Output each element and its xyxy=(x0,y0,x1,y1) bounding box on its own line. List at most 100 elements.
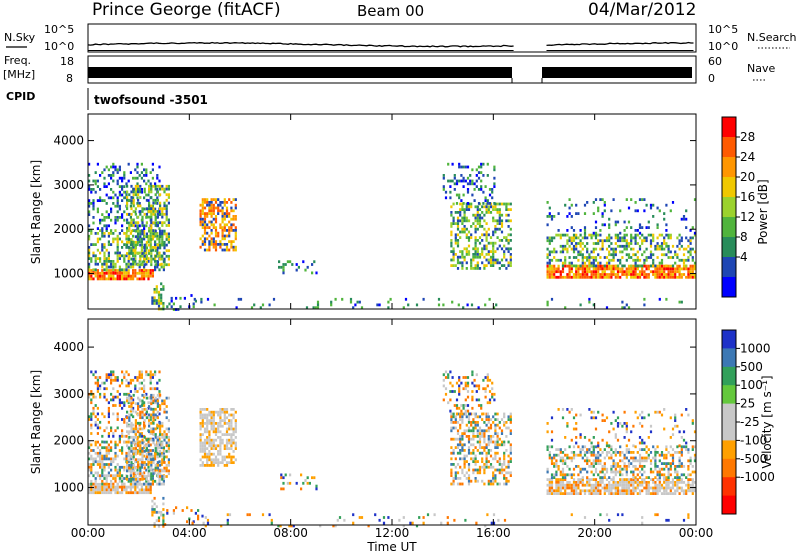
heatmap-cell xyxy=(149,171,152,174)
heatmap-cell xyxy=(492,241,495,245)
heatmap-cell xyxy=(145,410,148,414)
heatmap-cell xyxy=(561,264,565,268)
heatmap-cell xyxy=(139,466,142,470)
heatmap-cell xyxy=(638,448,642,451)
heatmap-cell xyxy=(150,452,153,456)
heatmap-cell xyxy=(145,251,148,255)
heatmap-cell xyxy=(130,196,133,199)
heatmap-cell xyxy=(165,263,168,267)
heatmap-cell xyxy=(137,402,140,406)
heatmap-cell xyxy=(134,168,137,172)
heatmap-cell xyxy=(154,240,157,244)
heatmap-cell xyxy=(156,265,159,269)
heatmap-cell xyxy=(579,413,582,417)
heatmap-cell xyxy=(234,206,237,210)
heatmap-cell xyxy=(129,474,132,478)
heatmap-cell xyxy=(581,253,584,257)
heatmap-cell xyxy=(161,184,164,188)
heatmap-cell xyxy=(143,229,146,232)
heatmap-cell xyxy=(583,445,587,449)
heatmap-cell xyxy=(460,165,463,169)
colorbar-segment xyxy=(722,277,736,298)
heatmap-cell xyxy=(487,440,490,444)
heatmap-cell xyxy=(129,265,132,269)
heatmap-cell xyxy=(594,258,598,262)
heatmap-cell xyxy=(101,227,104,230)
heatmap-cell xyxy=(575,256,578,259)
heatmap-cell xyxy=(481,225,484,228)
heatmap-cell xyxy=(154,396,157,400)
heatmap-cell xyxy=(123,176,126,180)
heatmap-cell xyxy=(398,518,401,522)
heatmap-cell xyxy=(90,488,93,492)
heatmap-cell xyxy=(649,451,653,454)
heatmap-cell xyxy=(656,206,659,210)
heatmap-cell xyxy=(455,182,459,186)
heatmap-cell xyxy=(463,454,466,458)
heatmap-cell xyxy=(476,449,479,452)
heatmap-cell xyxy=(645,492,648,495)
heatmap-cell xyxy=(139,204,142,208)
heatmap-cell xyxy=(132,423,135,427)
heatmap-cell xyxy=(149,488,152,492)
heatmap-cell xyxy=(667,473,670,477)
heatmap-cell xyxy=(138,174,141,177)
heatmap-cell xyxy=(586,470,589,474)
heatmap-cell xyxy=(579,253,582,257)
heatmap-cell xyxy=(140,274,143,278)
heatmap-cell xyxy=(99,395,102,399)
heatmap-cell xyxy=(230,240,233,243)
heatmap-cell xyxy=(219,436,222,439)
heatmap-cell xyxy=(630,451,633,454)
heatmap-cell xyxy=(627,478,631,481)
heatmap-cell xyxy=(509,412,512,416)
heatmap-cell xyxy=(652,456,655,460)
heatmap-cell xyxy=(116,415,119,419)
heatmap-cell xyxy=(687,267,690,271)
heatmap-cell xyxy=(151,299,154,302)
heatmap-cell xyxy=(149,443,152,447)
heatmap-cell xyxy=(456,261,460,265)
heatmap-cell xyxy=(141,449,144,453)
heatmap-cell xyxy=(568,270,571,274)
heatmap-cell xyxy=(566,275,569,279)
heatmap-cell xyxy=(486,378,489,382)
heatmap-cell xyxy=(140,482,143,486)
heatmap-cell xyxy=(232,408,235,411)
heatmap-cell xyxy=(553,236,556,240)
heatmap-cell xyxy=(583,261,587,265)
heatmap-cell xyxy=(213,303,216,307)
heatmap-cell xyxy=(689,489,692,493)
heatmap-cell xyxy=(472,418,475,421)
heatmap-cell xyxy=(152,198,155,202)
heatmap-cell xyxy=(163,455,166,459)
heatmap-cell xyxy=(489,241,493,245)
heatmap-cell xyxy=(150,187,153,191)
heatmap-cell xyxy=(665,478,668,481)
heatmap-cell xyxy=(649,256,653,259)
heatmap-cell xyxy=(136,479,139,483)
heatmap-cell xyxy=(619,470,622,474)
heatmap-cell xyxy=(118,168,121,172)
heatmap-cell xyxy=(454,415,457,419)
heatmap-cell xyxy=(476,415,479,419)
heatmap-cell xyxy=(94,232,97,235)
heatmap-cell xyxy=(636,483,639,487)
heatmap-cell xyxy=(484,376,487,379)
heatmap-cell xyxy=(638,465,642,468)
heatmap-cell xyxy=(433,513,436,517)
heatmap-cell xyxy=(486,202,489,205)
heatmap-cell xyxy=(555,483,558,487)
heatmap-cell xyxy=(507,440,510,444)
heatmap-cell xyxy=(665,244,668,248)
heatmap-cell xyxy=(680,267,683,271)
heatmap-cell xyxy=(465,216,468,220)
heatmap-cell xyxy=(129,243,132,246)
heatmap-cell xyxy=(667,470,670,474)
heatmap-cell xyxy=(121,378,124,382)
heatmap-cell xyxy=(107,443,110,447)
heatmap-cell xyxy=(110,174,113,177)
heatmap-cell xyxy=(590,256,593,259)
heatmap-cell xyxy=(680,465,683,468)
heatmap-cell xyxy=(603,275,606,279)
